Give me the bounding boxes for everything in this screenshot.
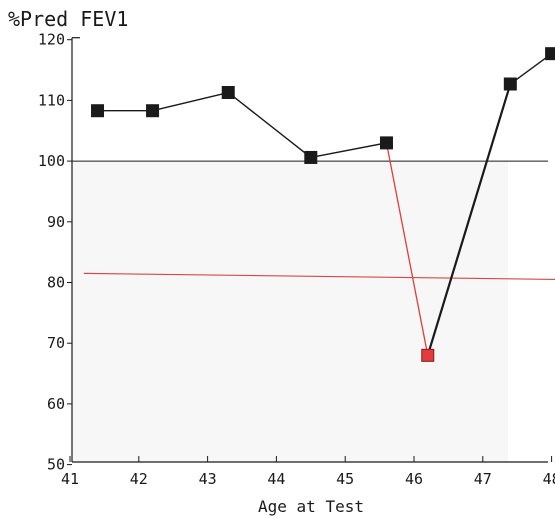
data-point	[304, 150, 318, 164]
x-tick-label: 42	[130, 470, 148, 488]
y-tick-label: 100	[38, 152, 65, 170]
series-segment	[310, 142, 387, 159]
lln-line	[83, 272, 555, 281]
x-tick-label: 41	[61, 470, 79, 488]
series-layer	[91, 47, 555, 362]
y-tick-label: 50	[47, 456, 65, 474]
data-point	[545, 47, 555, 61]
y-tick-label: 80	[47, 274, 65, 292]
series-segment	[509, 53, 553, 85]
shaded-band	[72, 161, 508, 462]
x-tick-label: 48	[543, 470, 555, 488]
y-tick-label: 90	[47, 213, 65, 231]
x-tick-label: 45	[336, 470, 354, 488]
data-point	[91, 104, 105, 118]
x-axis-title: Age at Test	[258, 497, 364, 516]
chart-title: %Pred FEV1	[8, 7, 128, 31]
data-point	[503, 77, 517, 91]
data-point	[146, 104, 160, 118]
x-tick-label: 46	[405, 470, 423, 488]
data-point	[379, 136, 393, 150]
series-segment	[152, 91, 229, 112]
y-tick-label: 120	[38, 31, 65, 49]
x-tick-label: 47	[474, 470, 492, 488]
y-tick-label: 70	[47, 334, 65, 352]
series-segment	[385, 142, 429, 356]
data-point	[221, 86, 235, 100]
axes: 5060708090100110120414243444546474849	[38, 31, 555, 488]
x-tick-label: 44	[267, 470, 285, 488]
series-segment	[426, 83, 512, 356]
series-segment	[227, 91, 312, 159]
x-tick-label: 43	[199, 470, 217, 488]
y-tick-label: 60	[47, 395, 65, 413]
data-point-highlight	[421, 348, 435, 362]
y-tick-label: 110	[38, 91, 65, 109]
